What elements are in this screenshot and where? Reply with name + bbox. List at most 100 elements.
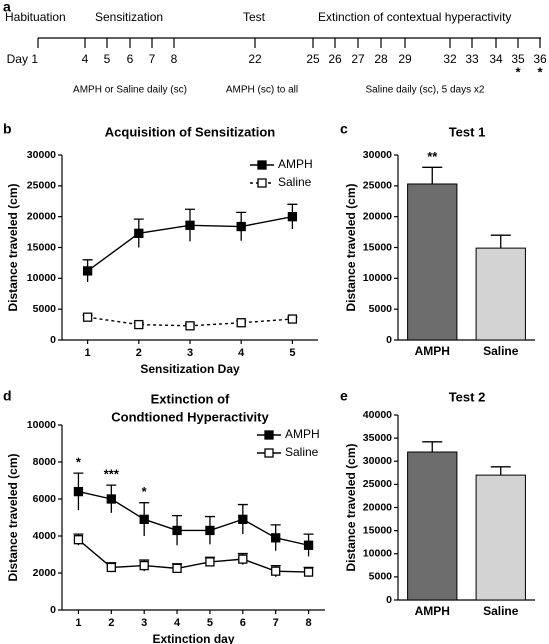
y-tick-label: 2000 (33, 567, 57, 579)
day-label: 29 (398, 52, 412, 66)
x-tick-label: 6 (240, 617, 246, 629)
day-label: 5 (104, 52, 111, 66)
legend-marker (257, 160, 267, 170)
day-label: 4 (82, 52, 89, 66)
y-tick-label: 30000 (27, 149, 56, 161)
panel-letter: b (3, 121, 12, 137)
marker (172, 525, 182, 536)
y-tick-label: 8000 (33, 456, 57, 468)
x-tick-label: Saline (483, 604, 519, 618)
timeline-note: AMPH (sc) to all (226, 85, 298, 96)
marker (106, 494, 116, 504)
legend-marker (257, 178, 267, 188)
marker (303, 540, 314, 550)
x-tick-label: Saline (483, 344, 519, 358)
annotation: *** (104, 467, 120, 482)
timeline-note: AMPH or Saline daily (sc) (73, 85, 187, 96)
marker (205, 557, 215, 567)
bar (407, 183, 458, 341)
y-tick-label: 15000 (363, 524, 392, 536)
day-label: 7 (149, 52, 156, 66)
error-bar (422, 166, 443, 184)
legend-marker (264, 448, 274, 458)
marker (134, 319, 144, 330)
marker (139, 514, 149, 524)
y-tick-label: 25000 (27, 180, 56, 192)
chart-title: Acquisition of Sensitization (105, 124, 276, 139)
marker (134, 228, 144, 238)
chart-title: Extinction of (151, 391, 230, 406)
y-tick-label: 5000 (369, 571, 393, 583)
y-tick-label: 0 (50, 334, 56, 346)
y-tick-label: 10000 (27, 419, 56, 431)
marker (236, 318, 246, 328)
y-tick-label: 20000 (363, 210, 392, 222)
bar (475, 247, 526, 341)
error-bar (490, 466, 511, 476)
marker (236, 221, 246, 232)
x-tick-label: 3 (141, 617, 147, 629)
marker (185, 321, 195, 331)
y-tick-label: 25000 (363, 478, 392, 490)
y-axis-label: Distance traveled (cm) (344, 183, 358, 311)
y-tick-label: 35000 (363, 432, 392, 444)
day-label: 35 (511, 52, 525, 66)
day-label: 22 (248, 52, 262, 66)
y-tick-label: 6000 (33, 493, 57, 505)
day-label: 28 (374, 52, 388, 66)
legend-label: AMPH (278, 157, 313, 171)
y-tick-label: 40000 (363, 409, 392, 421)
day-label: 6 (127, 52, 134, 66)
day-label: 27 (351, 52, 365, 66)
marker (271, 533, 281, 543)
phase-label: Sensitization (95, 10, 163, 24)
x-tick-label: 2 (108, 617, 114, 629)
y-tick-label: 10000 (363, 548, 392, 560)
legend-label: Saline (278, 175, 312, 189)
y-tick-label: 0 (386, 594, 392, 606)
x-tick-label: 5 (207, 617, 213, 629)
x-tick-label: AMPH (415, 604, 450, 618)
marker (303, 567, 314, 577)
x-tick-label: 4 (238, 347, 245, 359)
y-axis-label: Distance traveled (cm) (6, 183, 20, 311)
y-tick-label: 0 (386, 334, 392, 346)
phase-label: Extinction of contextual hyperactivity (318, 10, 511, 24)
marker (238, 514, 248, 524)
phase-label: Habituation (5, 10, 66, 24)
y-tick-label: 5000 (33, 303, 57, 315)
x-tick-label: 3 (187, 347, 193, 359)
x-tick-label: 5 (289, 347, 295, 359)
y-tick-label: 30000 (363, 455, 392, 467)
marker (82, 312, 93, 322)
series-line (77, 539, 309, 573)
marker (73, 486, 84, 497)
y-tick-label: 20000 (363, 501, 392, 513)
marker (172, 563, 182, 574)
marker (82, 266, 93, 276)
marker (205, 525, 215, 536)
x-axis-label: Extinction day (152, 632, 234, 644)
x-tick-label: 7 (273, 617, 279, 629)
marker (139, 560, 149, 571)
day-label: 33 (465, 52, 479, 66)
marker (185, 220, 195, 230)
x-tick-label: 1 (85, 347, 91, 359)
y-tick-label: 4000 (33, 530, 57, 542)
chart-title: Test 1 (449, 124, 486, 139)
series-line (78, 490, 309, 546)
y-axis-label: Distance traveled (cm) (344, 443, 358, 571)
annotation: * (142, 484, 148, 499)
annotation: ** (427, 149, 438, 164)
day-label: 26 (328, 52, 342, 66)
day-label: 36 (533, 52, 547, 66)
chart-title: Condtioned Hyperactivity (111, 409, 269, 424)
x-tick-label: AMPH (415, 344, 450, 358)
panel-letter: c (340, 121, 348, 137)
day-label: Day 1 (7, 52, 39, 66)
x-tick-label: 8 (306, 617, 312, 629)
y-tick-label: 0 (50, 604, 56, 616)
y-tick-label: 30000 (363, 149, 392, 161)
panel-letter: e (340, 388, 348, 404)
